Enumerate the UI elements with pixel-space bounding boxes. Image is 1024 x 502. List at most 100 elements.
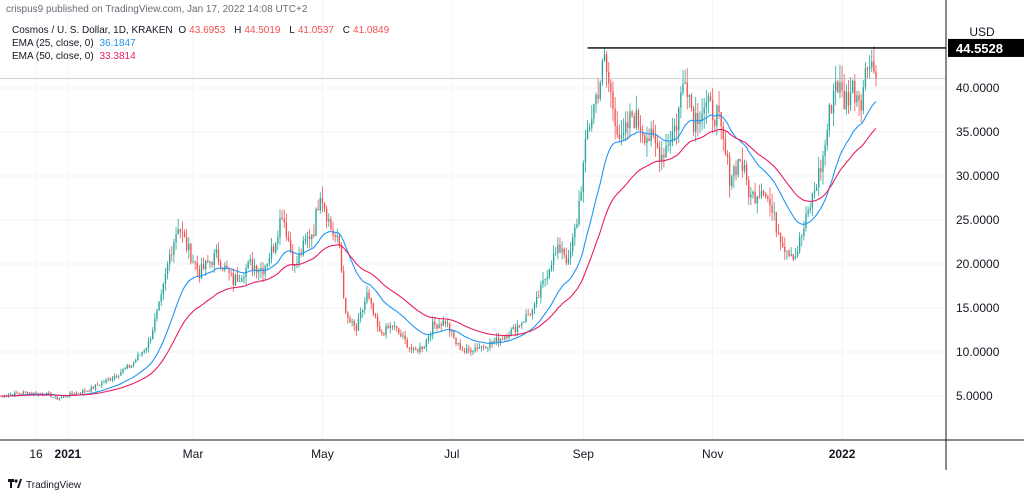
ema50-label: EMA (50, close, 0) — [12, 51, 94, 62]
candle-body — [304, 238, 307, 241]
candle-body — [183, 232, 186, 238]
candle-body — [550, 264, 553, 270]
candle-body — [135, 360, 137, 363]
candle-body — [317, 208, 319, 211]
candle-body — [841, 82, 843, 91]
candle-body — [336, 235, 338, 237]
candle-body — [697, 113, 699, 124]
candle-body — [196, 262, 198, 270]
candle-body — [96, 384, 99, 386]
candle-body — [43, 395, 46, 396]
candle-body — [90, 386, 92, 392]
candle-body — [279, 217, 281, 238]
candle-body — [663, 154, 665, 158]
candle-body — [425, 339, 428, 348]
candle-body — [731, 176, 733, 187]
candle-body — [667, 145, 669, 147]
candle-body — [202, 263, 205, 270]
candle-body — [283, 218, 285, 223]
candle-body — [591, 118, 593, 128]
candle-body — [695, 113, 697, 132]
candle-body — [364, 301, 366, 310]
legend-ema25-row[interactable]: EMA (25, close, 0) 36.1847 — [12, 37, 395, 50]
ema25-label: EMA (25, close, 0) — [12, 38, 94, 49]
candle-body — [487, 347, 489, 349]
candle-body — [406, 339, 408, 348]
candle-body — [260, 267, 262, 270]
candle-body — [485, 346, 487, 349]
candle-body — [461, 349, 464, 351]
candle-body — [362, 309, 364, 313]
ema50-value: 33.3814 — [99, 51, 136, 62]
candle-body — [796, 251, 799, 257]
candle-body — [156, 310, 158, 319]
candle-body — [760, 190, 763, 197]
candle-body — [160, 294, 162, 302]
candle-body — [255, 265, 258, 273]
candle-body — [141, 351, 143, 355]
candle-body — [699, 121, 701, 124]
x-tick-label: May — [311, 447, 334, 461]
candle-body — [627, 122, 629, 128]
candle-body — [612, 91, 614, 109]
candle-body — [385, 325, 387, 336]
candle-body — [739, 159, 741, 162]
candle-body — [851, 80, 854, 93]
candle-body — [298, 254, 300, 264]
candle-body — [94, 384, 97, 389]
candle-body — [813, 190, 816, 194]
candle-body — [84, 390, 86, 392]
candle-body — [77, 392, 80, 394]
legend-ema50-row[interactable]: EMA (50, close, 0) 33.3814 — [12, 50, 395, 63]
candle-body — [737, 159, 739, 176]
candle-body — [328, 219, 330, 222]
candle-body — [518, 325, 521, 327]
candle-body — [773, 212, 775, 214]
candle-body — [631, 111, 633, 116]
candle-body — [351, 320, 353, 323]
candle-body — [544, 278, 546, 281]
candle-body — [9, 394, 12, 396]
tradingview-brand: TradingView — [26, 479, 82, 491]
candle-body — [122, 369, 124, 373]
candle-body — [762, 190, 765, 194]
candle-body — [387, 325, 389, 329]
candle-body — [99, 385, 101, 387]
candle-body — [692, 107, 695, 132]
candle-body — [629, 111, 631, 128]
candle-body — [234, 275, 237, 286]
candle-body — [625, 122, 627, 133]
candle-body — [728, 156, 731, 187]
candle-body — [873, 61, 875, 72]
tradingview-footer[interactable]: TradingView — [8, 479, 81, 491]
candle-body — [378, 326, 381, 332]
candle-body — [735, 166, 737, 176]
candle-body — [830, 104, 833, 114]
candle-body — [635, 110, 638, 129]
candle-body — [561, 248, 563, 253]
candle-body — [457, 342, 459, 345]
candle-body — [113, 376, 116, 379]
candle-body — [775, 212, 778, 233]
candle-body — [145, 347, 148, 351]
candle-body — [389, 325, 391, 329]
candle-body — [658, 147, 661, 162]
candle-body — [597, 94, 599, 99]
candle-body — [578, 200, 580, 224]
legend-title-row: Cosmos / U. S. Dollar, 1D, KRAKEN O 43.69… — [12, 24, 395, 37]
candle-body — [557, 244, 559, 254]
candle-body — [493, 341, 495, 344]
candle-body — [247, 261, 249, 268]
candle-body — [542, 280, 544, 285]
candle-body — [238, 281, 241, 282]
legend: Cosmos / U. S. Dollar, 1D, KRAKEN O 43.69… — [12, 24, 395, 63]
candle-body — [372, 303, 374, 315]
candle-body — [48, 392, 50, 394]
candle-body — [181, 231, 184, 233]
candle-body — [673, 125, 676, 132]
x-tick-label: 16 — [29, 447, 43, 461]
ema25-line — [0, 101, 877, 397]
candle-body — [527, 314, 529, 316]
